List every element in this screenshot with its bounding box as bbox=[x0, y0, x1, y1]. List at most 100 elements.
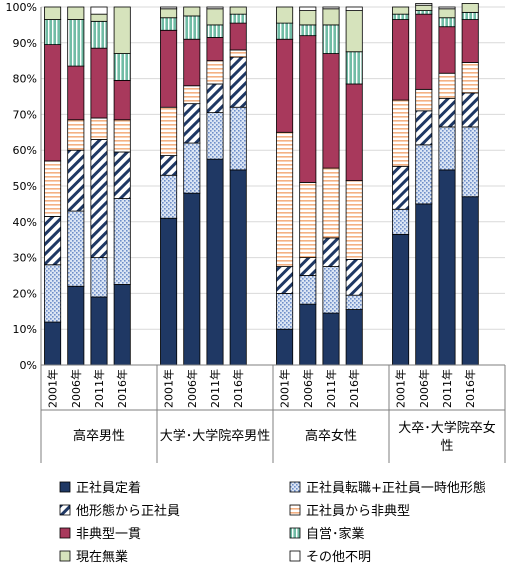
bar-segment bbox=[392, 208, 410, 235]
bar-segment bbox=[438, 17, 456, 28]
group-label-line: 大卒･大学院卒女 bbox=[398, 420, 496, 436]
bar-segment bbox=[67, 210, 85, 287]
y-tick-label: 30% bbox=[13, 252, 37, 265]
bar-segment bbox=[44, 160, 62, 217]
x-tick-label: 2006年 bbox=[417, 369, 431, 408]
bar-segment bbox=[345, 180, 363, 260]
bar-segment bbox=[113, 151, 131, 199]
bar-segment bbox=[113, 198, 131, 285]
bar-segment bbox=[345, 6, 363, 11]
y-tick-label: 10% bbox=[13, 323, 37, 336]
y-tick-label: 40% bbox=[13, 216, 37, 229]
bar-segment bbox=[90, 117, 108, 140]
y-tick-label: 90% bbox=[13, 37, 37, 50]
bar-segment bbox=[229, 49, 247, 58]
bar-segment bbox=[160, 106, 178, 156]
legend-label: 正社員定着 bbox=[76, 480, 141, 496]
bar-segment bbox=[160, 17, 178, 31]
x-tick-label: 2001年 bbox=[278, 369, 292, 408]
bar-segment bbox=[345, 83, 363, 182]
bar-segment bbox=[461, 92, 479, 128]
legend-label: 正社員転職+正社員一時他形態 bbox=[306, 480, 486, 496]
bar-segment bbox=[299, 257, 317, 276]
bar-segment bbox=[392, 99, 410, 167]
y-tick-label: 20% bbox=[13, 287, 37, 300]
bar-segment bbox=[322, 266, 340, 314]
bar-segment bbox=[415, 4, 433, 11]
bar-segment bbox=[44, 216, 62, 266]
bar-segment bbox=[415, 144, 433, 205]
x-tick-label: 2011年 bbox=[324, 369, 338, 408]
bar-segment bbox=[276, 328, 294, 366]
legend-label: 自営･家業 bbox=[306, 526, 365, 542]
bar-segment bbox=[276, 292, 294, 330]
bar-segment bbox=[183, 85, 201, 105]
bar-segment bbox=[322, 53, 340, 169]
bar-segment bbox=[322, 312, 340, 366]
legend-label: 正社員から非典型 bbox=[306, 503, 410, 519]
bar-segment bbox=[206, 8, 224, 26]
legend-swatch bbox=[289, 527, 301, 539]
bar-segment bbox=[415, 3, 433, 6]
bar-segment bbox=[415, 203, 433, 366]
bar-segment bbox=[276, 266, 294, 294]
bar-segment bbox=[415, 88, 433, 112]
bar-segment bbox=[322, 237, 340, 267]
bar-segment bbox=[438, 26, 456, 74]
bar-segment bbox=[90, 13, 108, 22]
bar-segment bbox=[44, 264, 62, 323]
bar-segment bbox=[113, 284, 131, 366]
bar-segment bbox=[206, 6, 224, 10]
legend-swatch bbox=[59, 504, 71, 516]
bar-segment bbox=[67, 119, 85, 151]
bar-segment bbox=[438, 97, 456, 128]
bar-segment bbox=[461, 19, 479, 63]
bar-segment bbox=[229, 6, 247, 15]
bar-segment bbox=[44, 19, 62, 45]
bar-segment bbox=[183, 142, 201, 194]
legend-label: 他形態から正社員 bbox=[76, 503, 180, 519]
bar-segment bbox=[206, 112, 224, 160]
bar-segment bbox=[415, 10, 433, 15]
bar-segment bbox=[461, 126, 479, 198]
bar-segment bbox=[461, 3, 479, 13]
bar-segment bbox=[229, 22, 247, 51]
bar-segment bbox=[229, 13, 247, 24]
bar-segment bbox=[160, 29, 178, 108]
bar-segment bbox=[438, 169, 456, 366]
bar-segment bbox=[322, 8, 340, 26]
bar-segment bbox=[345, 51, 363, 85]
bar-segment bbox=[345, 294, 363, 310]
bar-segment bbox=[90, 6, 108, 15]
bar-segment bbox=[206, 158, 224, 366]
bar-segment bbox=[299, 35, 317, 183]
bar-segment bbox=[44, 6, 62, 20]
bar-segment bbox=[90, 139, 108, 259]
bar-segment bbox=[183, 38, 201, 87]
x-tick-label: 2001年 bbox=[394, 369, 408, 408]
y-tick-label: 80% bbox=[13, 73, 37, 86]
x-tick-label: 2011年 bbox=[92, 369, 106, 408]
bar-segment bbox=[415, 110, 433, 146]
x-tick-label: 2006年 bbox=[185, 369, 199, 408]
bar-segment bbox=[345, 309, 363, 366]
x-tick-label: 2006年 bbox=[301, 369, 315, 408]
bar-segment bbox=[438, 6, 456, 10]
y-tick-label: 60% bbox=[13, 144, 37, 157]
bar-segment bbox=[322, 167, 340, 239]
bar-segment bbox=[44, 44, 62, 162]
legend-swatch bbox=[59, 527, 71, 539]
bar-segment bbox=[113, 119, 131, 153]
bar-segment bbox=[206, 24, 224, 38]
bar-segment bbox=[206, 37, 224, 62]
y-tick-label: 100% bbox=[6, 1, 37, 14]
bar-segment bbox=[44, 321, 62, 366]
legend-label: 現在無業 bbox=[76, 549, 128, 565]
bar-segment bbox=[438, 126, 456, 171]
bar-segment bbox=[67, 19, 85, 67]
legend-swatch bbox=[289, 481, 301, 493]
legend-swatch bbox=[289, 550, 301, 562]
bar-segment bbox=[229, 106, 247, 171]
x-tick-label: 2011年 bbox=[440, 369, 454, 408]
